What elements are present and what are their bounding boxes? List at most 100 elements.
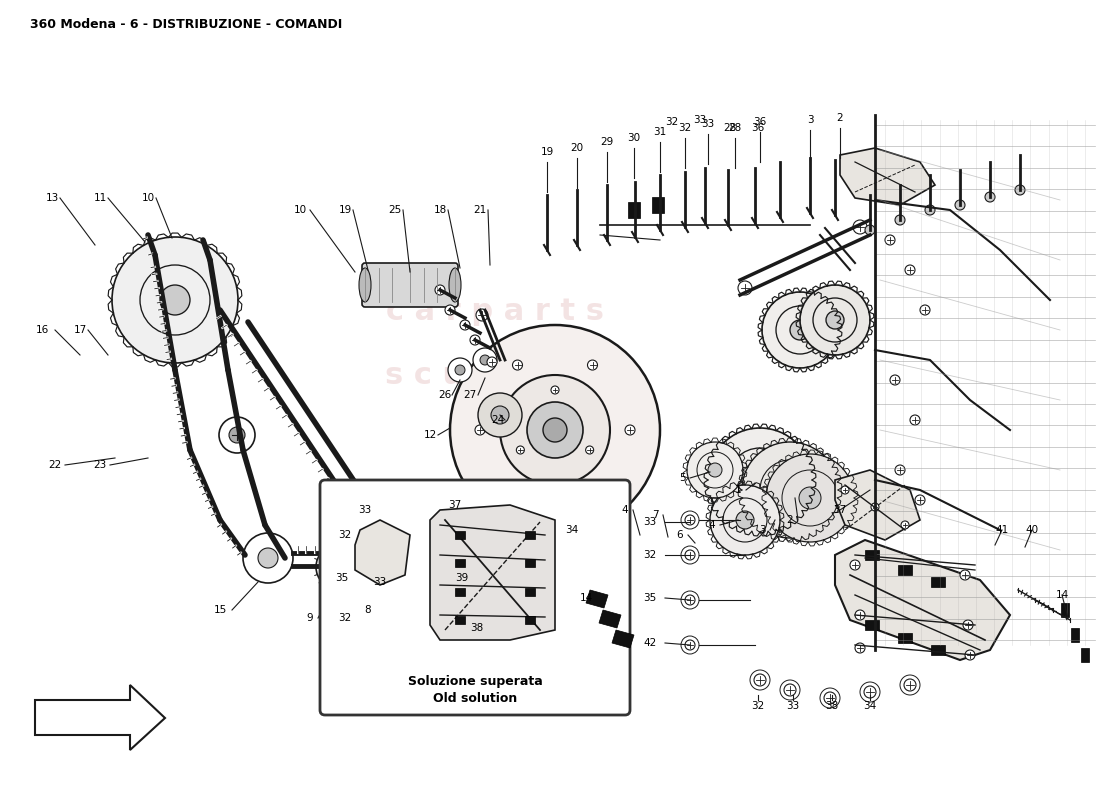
Text: 4: 4 — [621, 505, 628, 515]
Circle shape — [710, 485, 780, 555]
Circle shape — [587, 360, 597, 370]
Circle shape — [400, 567, 410, 577]
Circle shape — [688, 442, 742, 498]
Bar — [455, 588, 465, 596]
Text: 25: 25 — [388, 205, 401, 215]
Circle shape — [736, 511, 754, 529]
Circle shape — [625, 425, 635, 435]
Circle shape — [895, 465, 905, 475]
Circle shape — [436, 516, 444, 524]
Text: 16: 16 — [35, 325, 48, 335]
Text: 34: 34 — [565, 525, 579, 535]
Text: 28: 28 — [724, 123, 737, 133]
Text: 19: 19 — [339, 205, 352, 215]
Circle shape — [746, 466, 774, 494]
Circle shape — [738, 281, 752, 295]
Circle shape — [460, 320, 470, 330]
Circle shape — [864, 686, 876, 698]
Circle shape — [360, 528, 420, 588]
Text: 33: 33 — [644, 517, 657, 527]
Text: 37: 37 — [449, 500, 462, 510]
Text: 7: 7 — [651, 510, 658, 520]
Polygon shape — [430, 505, 556, 640]
Text: 14: 14 — [580, 593, 593, 603]
Polygon shape — [835, 540, 1010, 660]
Circle shape — [799, 487, 821, 509]
Text: 19: 19 — [540, 147, 553, 157]
Circle shape — [229, 427, 245, 443]
Polygon shape — [835, 470, 920, 540]
Circle shape — [219, 417, 255, 453]
Text: 31: 31 — [653, 127, 667, 137]
Bar — [1081, 648, 1089, 662]
Text: 17: 17 — [74, 325, 87, 335]
Circle shape — [544, 631, 552, 639]
Circle shape — [766, 454, 854, 542]
Circle shape — [790, 320, 810, 340]
Text: 32: 32 — [644, 550, 657, 560]
Circle shape — [434, 285, 446, 295]
Circle shape — [685, 640, 695, 650]
Circle shape — [708, 463, 722, 477]
Circle shape — [965, 650, 975, 660]
Text: 32: 32 — [751, 701, 764, 711]
Text: 37: 37 — [834, 505, 847, 515]
Circle shape — [350, 563, 360, 573]
Text: 35: 35 — [644, 593, 657, 603]
Text: 4: 4 — [708, 520, 715, 530]
Polygon shape — [840, 148, 935, 205]
Text: 5: 5 — [679, 473, 685, 483]
Circle shape — [890, 375, 900, 385]
Bar — [525, 588, 535, 596]
Text: 26: 26 — [439, 390, 452, 400]
Text: 28: 28 — [728, 123, 741, 133]
Bar — [931, 645, 945, 655]
Circle shape — [448, 358, 472, 382]
Circle shape — [551, 386, 559, 394]
Circle shape — [925, 205, 935, 215]
Text: 33: 33 — [359, 505, 372, 515]
Text: 32: 32 — [679, 123, 692, 133]
Circle shape — [984, 192, 996, 202]
Circle shape — [378, 546, 402, 570]
Text: 360 Modena - 6 - DISTRIBUZIONE - COMANDI: 360 Modena - 6 - DISTRIBUZIONE - COMANDI — [30, 18, 342, 31]
Bar — [525, 616, 535, 624]
Text: 20: 20 — [571, 143, 584, 153]
Circle shape — [450, 325, 660, 535]
Circle shape — [543, 418, 566, 442]
Polygon shape — [355, 520, 410, 585]
Text: s c u d e r i a: s c u d e r i a — [385, 362, 605, 390]
Text: 2: 2 — [837, 113, 844, 123]
Circle shape — [400, 535, 410, 545]
Text: 8: 8 — [365, 605, 372, 615]
Circle shape — [316, 545, 360, 589]
Circle shape — [852, 220, 867, 234]
Circle shape — [962, 620, 974, 630]
Text: 42: 42 — [644, 638, 657, 648]
Circle shape — [895, 215, 905, 225]
Circle shape — [910, 415, 920, 425]
Text: 27: 27 — [463, 390, 476, 400]
Bar — [525, 531, 535, 539]
Bar — [865, 620, 879, 630]
Circle shape — [527, 402, 583, 458]
Circle shape — [855, 643, 865, 653]
Circle shape — [742, 442, 838, 538]
Text: 12: 12 — [424, 430, 437, 440]
Circle shape — [708, 428, 812, 532]
Circle shape — [685, 515, 695, 525]
Circle shape — [355, 530, 365, 540]
Bar — [898, 633, 912, 643]
Text: 33: 33 — [693, 115, 706, 125]
Text: 6: 6 — [676, 530, 683, 540]
Circle shape — [685, 550, 695, 560]
Circle shape — [871, 503, 879, 511]
Circle shape — [1015, 185, 1025, 195]
Text: 35: 35 — [336, 573, 349, 583]
Circle shape — [784, 684, 796, 696]
Circle shape — [905, 265, 915, 275]
Circle shape — [960, 570, 970, 580]
Circle shape — [473, 348, 497, 372]
FancyBboxPatch shape — [320, 480, 630, 715]
Circle shape — [754, 674, 766, 686]
